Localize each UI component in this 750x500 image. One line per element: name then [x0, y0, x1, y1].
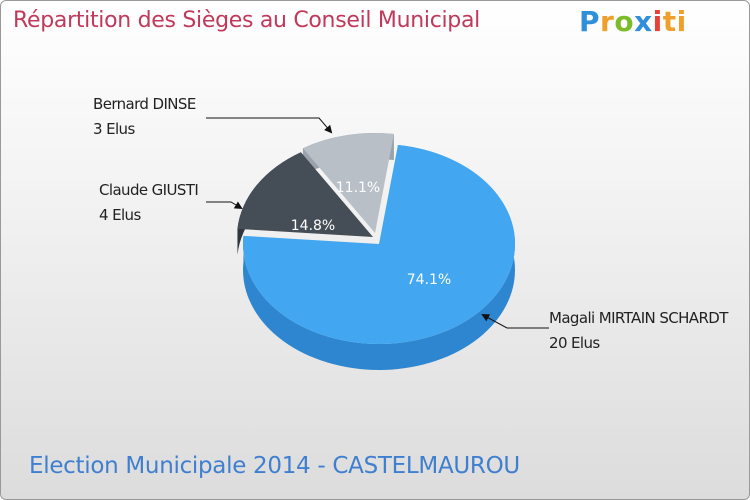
logo-letter: P [579, 5, 601, 38]
percent-label-dinse: 11.1% [336, 180, 380, 196]
logo-letter: i [652, 5, 663, 38]
legend-seats-giusti: 4 Elus [99, 206, 141, 224]
percent-label-giusti: 14.8% [291, 218, 335, 234]
legend-name-giusti: Claude GIUSTI [99, 181, 198, 199]
callout-giusti: Claude GIUSTI 4 Elus [99, 181, 243, 224]
legend-name-magali: Magali MIRTAIN SCHARDT [549, 309, 729, 327]
proxiti-logo: Proxiti [579, 5, 687, 38]
logo-letter: o [614, 5, 635, 38]
callout-dinse: Bernard DINSE 3 Elus [93, 95, 333, 138]
legend-seats-magali: 20 Elus [549, 334, 600, 352]
callout-magali: Magali MIRTAIN SCHARDT 20 Elus [481, 309, 730, 352]
pie-slice-dinse [302, 133, 394, 233]
leader-line-magali [481, 314, 549, 329]
leader-line-dinse [206, 117, 333, 134]
pie-tops [237, 133, 516, 344]
pie-slice-magali [243, 144, 516, 344]
pie-percent-labels: 74.1% 14.8% 11.1% [291, 180, 451, 288]
leader-line-giusti [206, 201, 243, 210]
logo-letter: x [634, 5, 653, 38]
legend-seats-dinse: 3 Elus [93, 120, 135, 138]
pie-slice-giusti [237, 152, 373, 237]
chart-title: Répartition des Sièges au Conseil Munici… [13, 8, 480, 33]
legend-name-dinse: Bernard DINSE [93, 95, 196, 113]
logo-letter: r [600, 5, 615, 38]
percent-label-magali: 74.1% [407, 272, 451, 288]
logo-letter: ti [662, 5, 687, 38]
chart-caption: Election Municipale 2014 - CASTELMAUROU [29, 453, 520, 479]
